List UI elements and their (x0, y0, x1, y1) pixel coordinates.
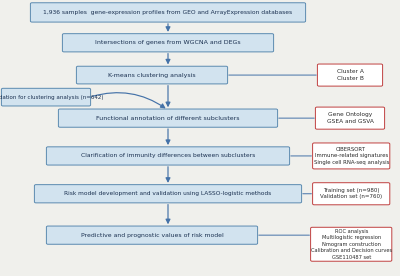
Text: Clarification of immunity differences between subclusters: Clarification of immunity differences be… (81, 153, 255, 158)
FancyBboxPatch shape (46, 226, 258, 244)
FancyBboxPatch shape (315, 107, 385, 129)
FancyBboxPatch shape (34, 185, 302, 203)
Text: Functional annotation of different subclusters: Functional annotation of different subcl… (96, 116, 240, 121)
FancyBboxPatch shape (318, 64, 383, 86)
Text: Validation for clustering analysis (n=642): Validation for clustering analysis (n=64… (0, 95, 103, 100)
Text: Predictive and prognostic values of risk model: Predictive and prognostic values of risk… (81, 233, 223, 238)
FancyBboxPatch shape (30, 3, 306, 22)
Text: Cluster A
Cluster B: Cluster A Cluster B (336, 69, 364, 81)
FancyBboxPatch shape (2, 88, 91, 106)
Text: CIBERSORT
Immune-related signatures
Single cell RNA-seq analysis: CIBERSORT Immune-related signatures Sing… (314, 147, 389, 165)
Text: 1,936 samples  gene-expression profiles from GEO and ArrayExpression databases: 1,936 samples gene-expression profiles f… (44, 10, 292, 15)
Text: Training set (n=980)
Validation set (n=760): Training set (n=980) Validation set (n=7… (320, 188, 382, 200)
Text: ROC analysis
Multilogistic regression
Nmogram construction
Calibration and Decis: ROC analysis Multilogistic regression Nm… (311, 229, 392, 259)
FancyBboxPatch shape (313, 143, 390, 169)
FancyBboxPatch shape (76, 66, 228, 84)
FancyBboxPatch shape (58, 109, 278, 127)
FancyBboxPatch shape (313, 183, 390, 205)
Text: Gene Ontology
GSEA and GSVA: Gene Ontology GSEA and GSVA (326, 112, 374, 124)
Text: Intersections of genes from WGCNA and DEGs: Intersections of genes from WGCNA and DE… (95, 40, 241, 45)
FancyBboxPatch shape (46, 147, 290, 165)
FancyBboxPatch shape (310, 227, 392, 261)
Text: Risk model development and validation using LASSO-logistic methods: Risk model development and validation us… (64, 191, 272, 196)
Text: K-means clustering analysis: K-means clustering analysis (108, 73, 196, 78)
FancyBboxPatch shape (62, 34, 274, 52)
